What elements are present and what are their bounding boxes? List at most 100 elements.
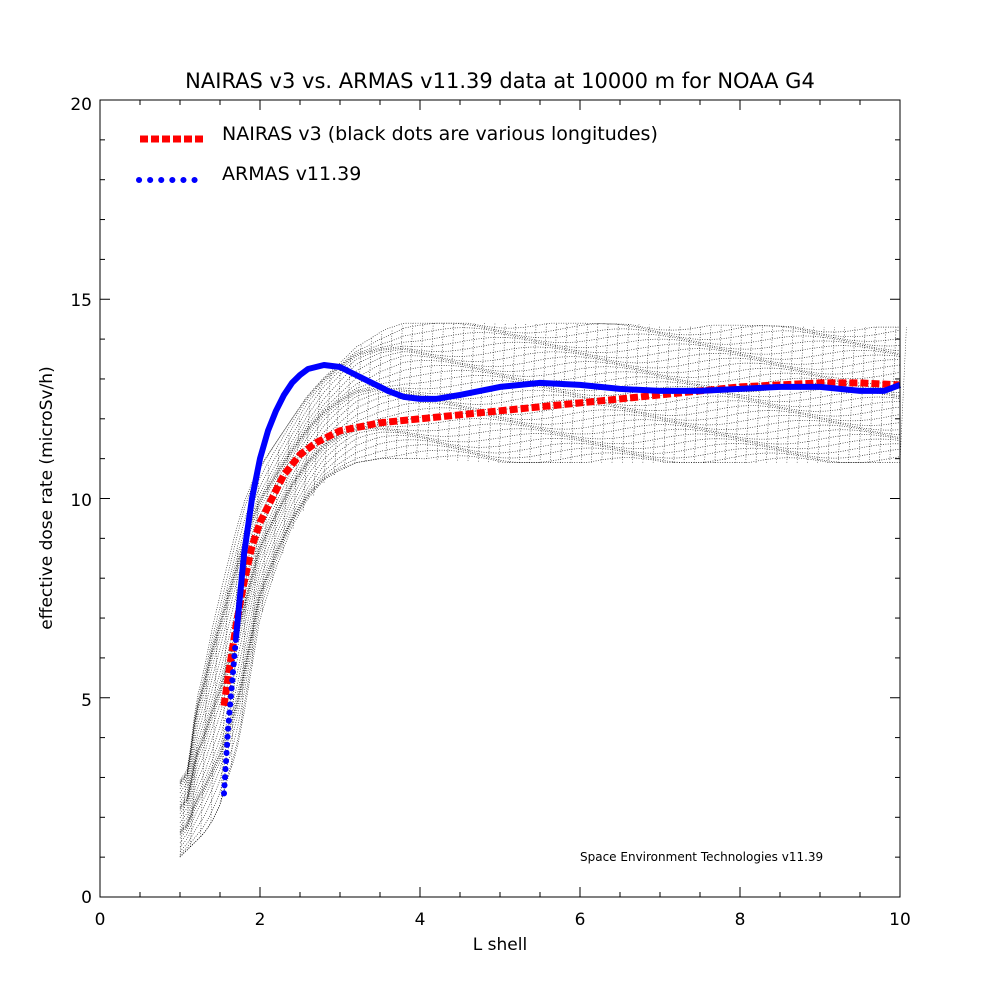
y-tick-label: 0 bbox=[81, 888, 92, 908]
x-tick-labels: 0 2 4 6 8 10 bbox=[95, 910, 911, 930]
longitude-dot-strand bbox=[508, 323, 516, 463]
longitude-dot-strand bbox=[179, 777, 187, 858]
longitude-dot-curve bbox=[179, 397, 900, 827]
longitude-dot-strand bbox=[375, 333, 383, 460]
longitude-dot-strand bbox=[385, 329, 393, 459]
longitude-dot-curve bbox=[179, 418, 901, 834]
longitude-dot-curve bbox=[179, 428, 901, 839]
plot-frame bbox=[99, 99, 901, 898]
longitude-dot-strand bbox=[467, 323, 475, 462]
longitude-dot-strand bbox=[879, 327, 887, 463]
longitude-dot-strand bbox=[848, 327, 856, 463]
longitude-dot-curve bbox=[179, 385, 901, 814]
longitude-dot-strand bbox=[858, 327, 866, 463]
longitude-dot-strand bbox=[251, 482, 259, 666]
series-line-armas bbox=[233, 362, 902, 639]
series-line-armas-dotted bbox=[221, 635, 239, 797]
longitude-dot-strand bbox=[601, 323, 609, 463]
longitude-dot-strand bbox=[303, 401, 311, 511]
series-layer bbox=[220, 362, 902, 797]
x-tick-label: 10 bbox=[889, 910, 911, 930]
longitude-dot-strand bbox=[735, 325, 743, 463]
longitude-dot-strand bbox=[611, 323, 619, 463]
longitude-dot-strand bbox=[488, 323, 496, 463]
longitude-dot-strand bbox=[323, 374, 331, 483]
longitude-dot-curve bbox=[179, 435, 901, 848]
x-tick-label: 8 bbox=[735, 910, 746, 930]
longitude-dot-curve bbox=[179, 455, 900, 858]
longitude-dot-strand bbox=[364, 338, 372, 462]
legend-label-armas: ARMAS v11.39 bbox=[222, 163, 361, 185]
y-tick-label: 20 bbox=[70, 95, 92, 115]
longitude-dot-strand bbox=[807, 326, 815, 463]
longitude-dot-strand bbox=[704, 325, 712, 463]
longitude-dot-strand bbox=[529, 323, 537, 463]
longitude-dot-curve bbox=[179, 431, 901, 843]
longitude-dot-strand bbox=[652, 324, 660, 463]
longitude-dot-curve bbox=[179, 412, 901, 833]
longitude-dot-curve bbox=[179, 444, 901, 855]
longitude-dot-curve bbox=[179, 332, 901, 785]
credit-annotation: Space Environment Technologies v11.39 bbox=[580, 850, 823, 864]
longitude-dot-curve bbox=[179, 423, 901, 836]
longitude-dot-curve bbox=[179, 351, 901, 798]
longitude-dot-curve bbox=[179, 389, 901, 818]
longitude-dot-strand bbox=[714, 325, 722, 463]
longitude-dot-strand bbox=[426, 323, 434, 460]
longitude-dot-strand bbox=[200, 679, 208, 837]
longitude-dot-strand bbox=[457, 323, 465, 461]
longitude-dot-strand bbox=[683, 325, 691, 463]
x-tick-label: 2 bbox=[255, 910, 266, 930]
longitude-dot-strand bbox=[282, 432, 290, 554]
longitude-dot-curve bbox=[179, 322, 900, 781]
longitude-dot-strand bbox=[519, 323, 527, 463]
longitude-dot-curve bbox=[179, 337, 901, 786]
longitude-dot-strand bbox=[765, 325, 773, 463]
longitude-dot-strand bbox=[241, 510, 249, 726]
longitude-dot-strand bbox=[899, 327, 907, 463]
longitude-dot-curve bbox=[179, 375, 901, 809]
x-axis-label: L shell bbox=[473, 935, 527, 955]
longitude-dot-strand bbox=[405, 323, 413, 459]
y-tick-label: 15 bbox=[70, 291, 92, 311]
chart-title: NAIRAS v3 vs. ARMAS v11.39 data at 10000… bbox=[185, 69, 815, 93]
y-tick-label: 5 bbox=[81, 691, 92, 711]
longitude-dot-curve bbox=[179, 449, 901, 857]
longitude-dot-strand bbox=[724, 325, 732, 463]
longitude-dot-strand bbox=[693, 325, 701, 463]
longitude-dot-strand bbox=[292, 417, 300, 529]
longitude-dot-strand bbox=[817, 327, 825, 463]
longitude-dot-curve bbox=[179, 365, 901, 808]
longitude-dot-strand bbox=[549, 323, 557, 463]
x-tick-label: 6 bbox=[575, 910, 586, 930]
legend-label-nairas: NAIRAS v3 (black dots are various longit… bbox=[222, 123, 658, 145]
longitude-dot-strand bbox=[210, 631, 218, 824]
longitude-dot-strand bbox=[642, 324, 650, 463]
longitude-dot-strand bbox=[333, 364, 341, 475]
longitude-dot-curve bbox=[179, 370, 901, 808]
longitude-dot-strand bbox=[498, 323, 506, 463]
longitude-dot-strand bbox=[776, 326, 784, 463]
longitude-dot-curve bbox=[179, 380, 901, 811]
y-tick-labels: 0 5 10 15 20 bbox=[70, 95, 92, 908]
longitude-dot-strand bbox=[889, 327, 897, 463]
longitude-dot-curve bbox=[179, 360, 901, 806]
longitude-dot-strand bbox=[796, 326, 804, 463]
longitude-dot-strand bbox=[745, 325, 753, 463]
longitude-dot-strand bbox=[591, 323, 599, 463]
longitude-dot-strand bbox=[632, 324, 640, 463]
longitude-dot-strand bbox=[837, 327, 845, 463]
longitude-dot-curve bbox=[179, 346, 901, 794]
x-tick-label: 0 bbox=[95, 910, 106, 930]
longitude-dot-curve bbox=[179, 355, 901, 803]
longitude-dot-strand bbox=[868, 327, 876, 463]
axis-ticks bbox=[99, 99, 901, 898]
longitude-dot-strand bbox=[663, 325, 671, 463]
longitude-dot-strand bbox=[416, 323, 424, 459]
longitude-dot-strand bbox=[436, 323, 444, 460]
longitude-dot-strand bbox=[354, 344, 362, 464]
longitude-dot-strand bbox=[570, 323, 578, 463]
longitude-dot-curve bbox=[179, 327, 901, 784]
longitude-dot-strand bbox=[673, 325, 681, 463]
